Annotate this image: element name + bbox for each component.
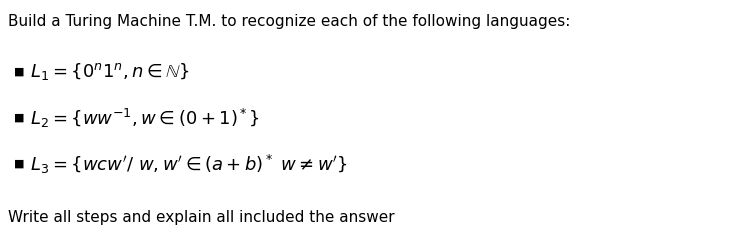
Text: $L_1 = \{0^n1^n, n \in \mathbb{N}\}$: $L_1 = \{0^n1^n, n \in \mathbb{N}\}$ (30, 61, 190, 82)
Text: ■: ■ (14, 67, 24, 77)
Text: Build a Turing Machine T.M. to recognize each of the following languages:: Build a Turing Machine T.M. to recognize… (8, 14, 570, 29)
Text: ■: ■ (14, 113, 24, 123)
Text: $L_3 = \{wcw^{\prime}/ \ w, w^{\prime} \in (a+b)^*\ w \neq w^{\prime}\}$: $L_3 = \{wcw^{\prime}/ \ w, w^{\prime} \… (30, 153, 348, 175)
Text: $L_2 = \{ww^{-1}, w \in (0+1)^*\}$: $L_2 = \{ww^{-1}, w \in (0+1)^*\}$ (30, 107, 260, 130)
Text: Write all steps and explain all included the answer: Write all steps and explain all included… (8, 210, 395, 225)
Text: ■: ■ (14, 159, 24, 169)
